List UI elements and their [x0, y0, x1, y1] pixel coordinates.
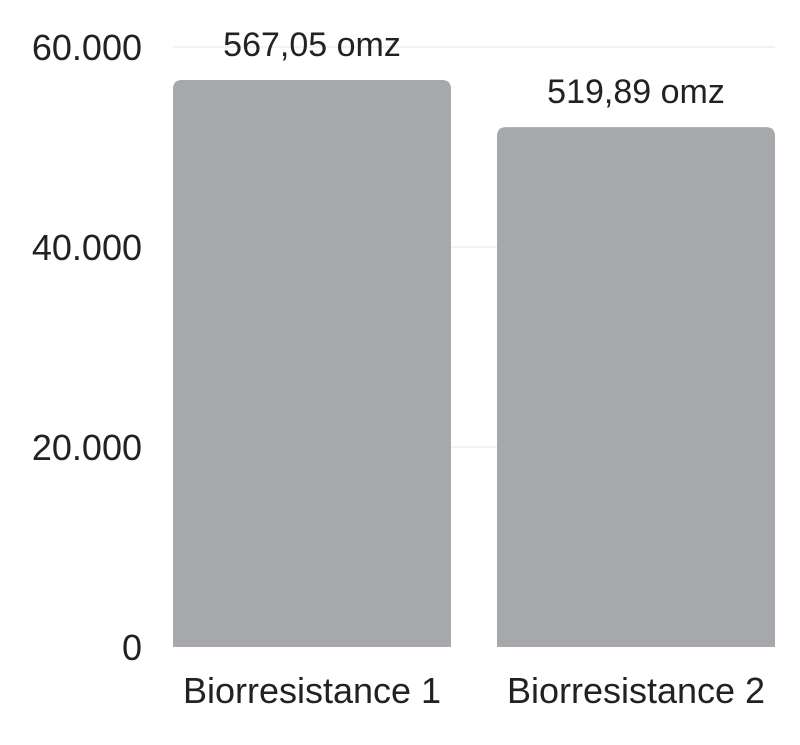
y-tick-label: 20.000: [32, 427, 142, 468]
bar: [497, 127, 775, 648]
y-tick-label: 60.000: [32, 27, 142, 68]
x-tick-label: Biorresistance 1: [183, 670, 441, 711]
data-label: 567,05 omz: [223, 26, 401, 64]
y-tick-label: 40.000: [32, 227, 142, 268]
bars: [173, 79, 775, 648]
data-label: 519,89 omz: [547, 73, 725, 111]
y-axis-tick-labels: 0 20.000 40.000 60.000: [32, 27, 142, 668]
bar: [173, 79, 451, 647]
x-axis-tick-labels: Biorresistance 1 Biorresistance 2: [183, 670, 765, 711]
x-tick-label: Biorresistance 2: [507, 670, 765, 711]
data-labels: 567,05 omz 519,89 omz: [223, 26, 725, 111]
y-tick-label: 0: [122, 627, 142, 668]
